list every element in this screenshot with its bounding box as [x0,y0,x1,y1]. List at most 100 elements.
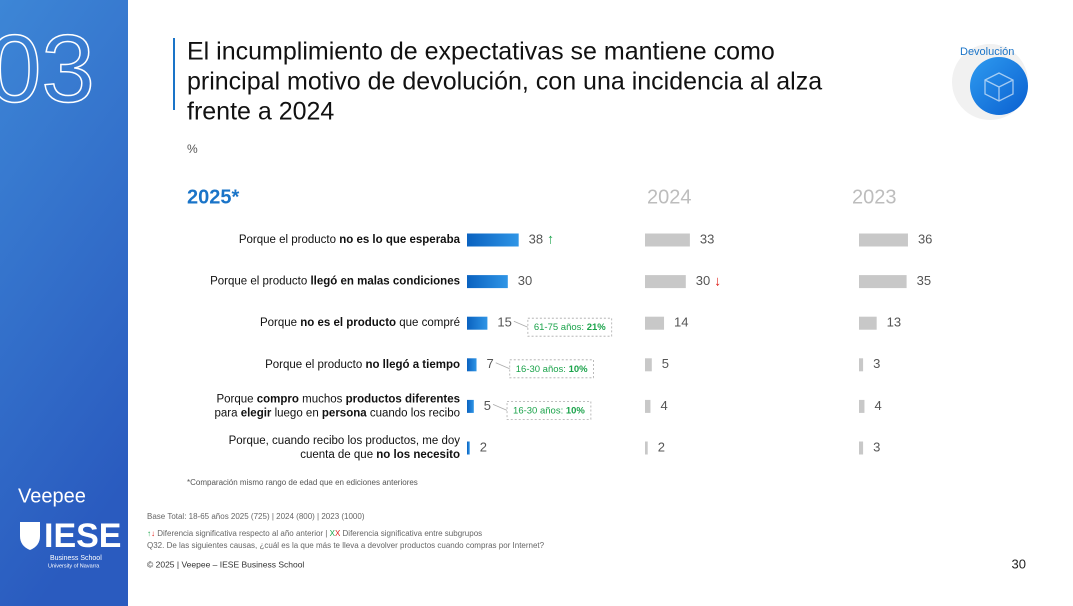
callout-part: 61-75 años: [534,322,587,333]
category-label: Porque, cuando recibo los productos, me … [229,435,461,447]
page-number: 30 [1012,556,1026,571]
significance-marker: ↓ [714,272,721,288]
label-part: Porque el producto [265,359,365,371]
callout-connector [513,320,529,328]
chart: 2025* 2024 2023 Porque el producto no es lo… [187,186,1031,461]
label-part: productos diferentes [346,393,460,405]
label-part: no los necesito [376,449,460,461]
callout-part: 16-30 años: [513,405,566,416]
category-label: cuenta de que no los necesito [300,449,460,461]
section-number: 03 [0,15,95,122]
label-part: compro [257,393,299,405]
label-part: persona [322,407,367,419]
value-label: 7 [487,356,494,371]
category-label: Porque el producto no llegó a tiempo [265,359,460,371]
value-label: 30 [518,273,532,288]
value-label: 2 [480,439,487,454]
label-part: que compré [396,317,460,329]
callout-box [506,400,592,420]
callout-text: 61-75 años: 21% [534,322,606,333]
school-univ: University of Navarra [48,563,100,569]
series-header: 2024 [647,186,692,208]
bar [859,275,907,289]
bar [859,233,908,247]
label-part: elegir [241,407,272,419]
callout-part: 21% [587,322,607,333]
value-label: 5 [484,398,491,413]
value-label: 13 [887,315,901,330]
category-label: Porque no es el producto que compré [260,317,460,329]
callout-text: 16-30 años: 10% [513,405,585,416]
legend-part: X [330,529,336,538]
category-label: Porque el producto llegó en malas condic… [210,276,460,288]
value-label: 33 [700,231,714,246]
callout-text: 16-30 años: 10% [516,363,588,374]
label-part: muchos [299,393,346,405]
value-label: 4 [874,398,881,413]
box-icon [984,72,1014,102]
unit: % [187,142,198,156]
bar [859,441,864,455]
value-label: 36 [918,231,932,246]
label-part: Porque el producto [210,276,310,288]
question: Q32. De las siguientes causas, ¿cuál es … [147,541,545,550]
callout-connector [495,362,510,370]
label-part: llegó en malas condiciones [310,276,460,288]
legend-part: ↑ [147,529,151,538]
bar [467,275,508,289]
bar [859,358,864,372]
label-part: cuenta de que [300,449,376,461]
legend-part: Diferencia significativa respecto al año… [155,529,330,538]
significance-marker: ↑ [547,231,554,247]
label-part: no es lo que esperaba [339,234,460,246]
label-part: no llegó a tiempo [365,359,460,371]
school-sub: Business School [50,555,102,562]
value-label: 4 [660,398,667,413]
label-part: Porque [260,317,300,329]
value-label: 3 [873,356,880,371]
callout-box [527,317,613,337]
category-label: Porque el producto no es lo que esperaba [239,234,461,246]
callout-part: 10% [566,405,586,416]
label-part: para [214,407,240,419]
value-label: 15 [497,315,511,330]
callout-part: 16-30 años: [516,363,569,374]
bar [467,441,470,455]
value-label: 14 [674,315,688,330]
callout-connector [492,404,508,411]
bar [467,233,519,247]
bar [859,399,865,413]
base: Base Total: 18-65 años 2025 (725) | 2024… [147,512,365,521]
category-label: Porque compro muchos productos diferente… [216,393,460,405]
value-label: 2 [658,439,665,454]
label-part: Porque, cuando recibo los productos, me … [229,435,461,447]
bar [467,316,488,330]
title-line: frente a 2024 [187,98,334,126]
series-header: 2023 [852,186,897,208]
callout-part: 10% [569,363,589,374]
value-label: 3 [873,439,880,454]
title-line: principal motivo de devolución, con una … [187,68,822,96]
copyright: © 2025 | Veepee – IESE Business School [147,559,304,569]
footnote: *Comparación mismo rango de edad que en … [187,478,418,487]
bar [467,399,474,413]
bar [645,399,651,413]
bar [859,316,877,330]
legend-part: Diferencia significativa entre subgrupos [340,529,482,538]
label-part: cuando los recibo [367,407,460,419]
legend: ↑↓ Diferencia significativa respecto al … [147,529,482,538]
bar [645,358,652,372]
label-part: no es el producto [300,317,396,329]
title: El incumplimiento de expectativas se man… [187,38,822,126]
value-label: 5 [662,356,669,371]
badge-icon [970,57,1028,115]
legend-part: X [335,529,341,538]
value-label: 35 [917,273,931,288]
legend-part: ↓ [151,529,155,538]
side-panel [0,0,128,606]
badge-label: Devolución [960,46,1014,58]
bar [467,358,477,372]
brand: Veepee [18,485,86,507]
